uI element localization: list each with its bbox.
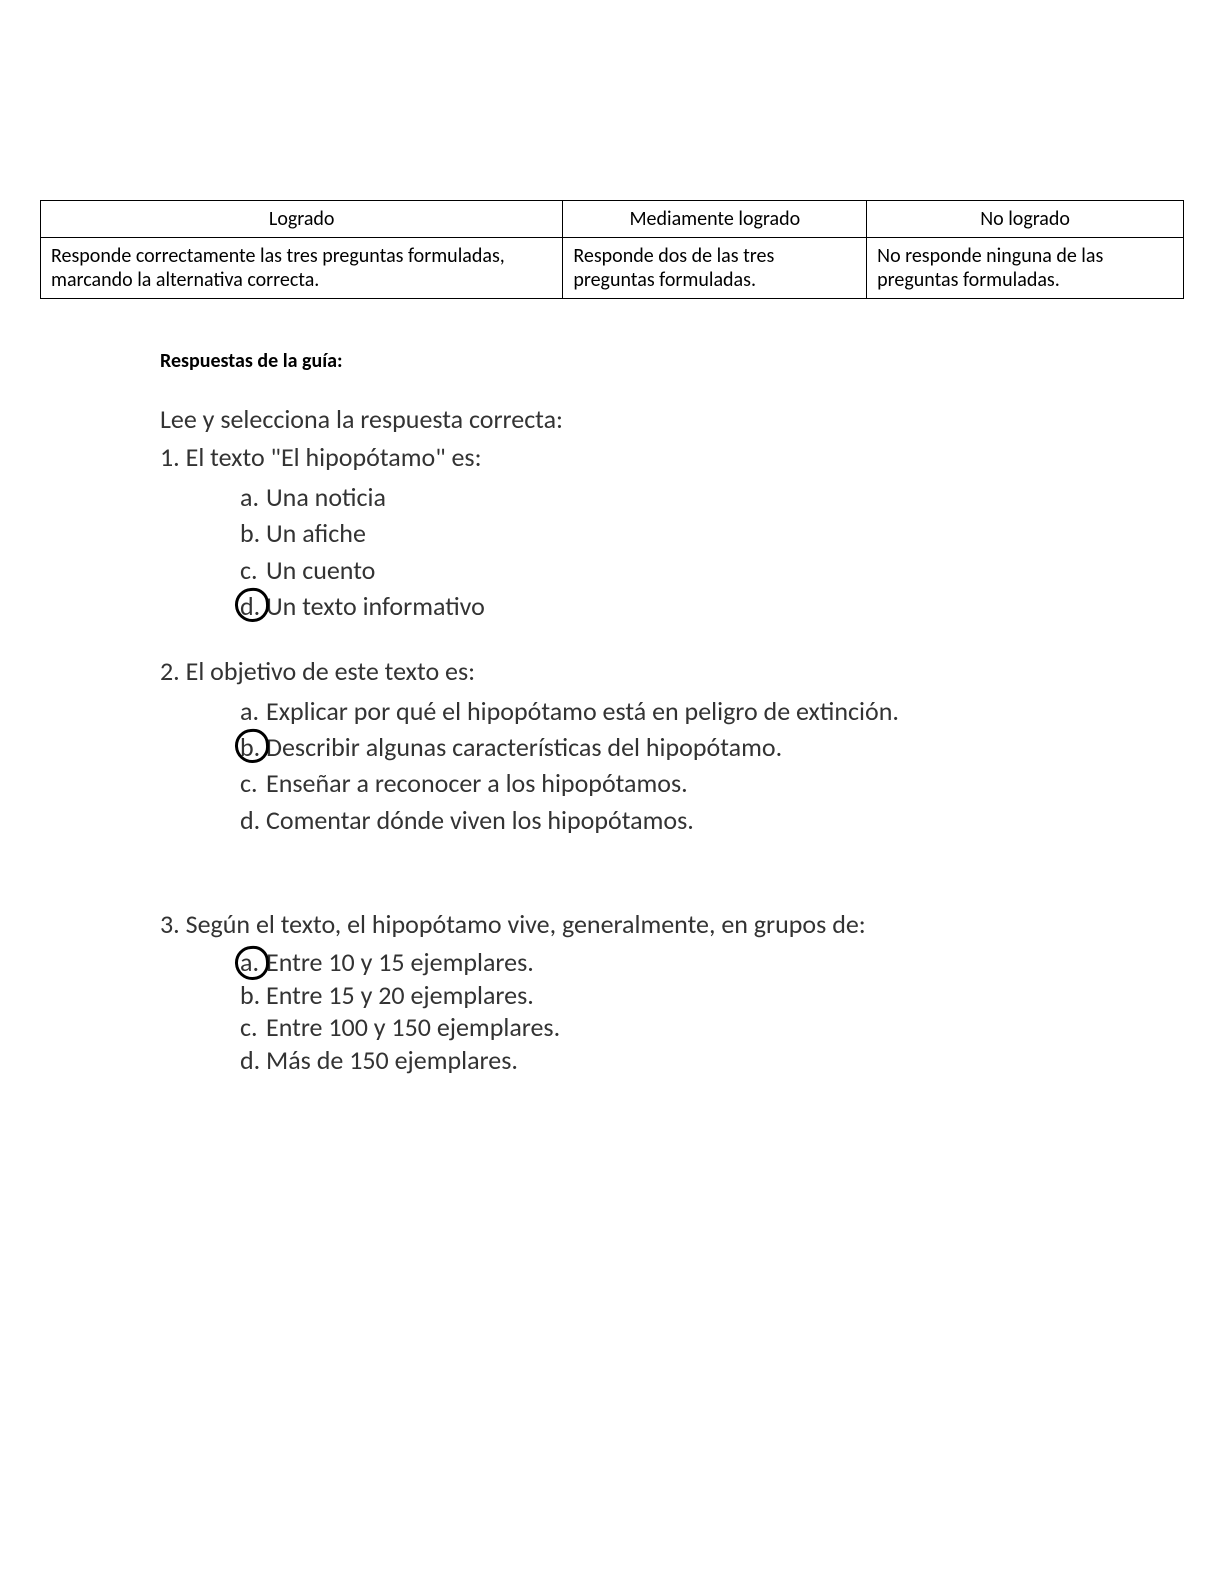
option-3b-text: Entre 15 y 20 ejemplares. bbox=[266, 979, 534, 1011]
option-2b-text: Describir algunas características del hi… bbox=[266, 731, 782, 763]
option-2c-text: Enseñar a reconocer a los hipopótamos. bbox=[266, 767, 688, 799]
question-3-number: 3. bbox=[160, 908, 180, 940]
option-3b: b.Entre 15 y 20 ejemplares. bbox=[240, 979, 1184, 1012]
rubric-cell-2: Responde dos de las tres preguntas formu… bbox=[563, 238, 867, 299]
option-1b-letter: b. bbox=[240, 515, 266, 551]
option-1c: c.Un cuento bbox=[240, 552, 1184, 588]
option-2d-letter: d. bbox=[240, 802, 266, 838]
option-1b-text: Un afiche bbox=[266, 517, 366, 549]
section-title: Respuestas de la guía: bbox=[160, 349, 1184, 373]
option-3a-text: Entre 10 y 15 ejemplares. bbox=[266, 946, 534, 978]
option-3b-letter: b. bbox=[240, 979, 266, 1012]
rubric-body-row: Responde correctamente las tres pregunta… bbox=[41, 238, 1184, 299]
option-2b-letter: b. bbox=[240, 729, 266, 765]
rubric-cell-1: Responde correctamente las tres pregunta… bbox=[41, 238, 563, 299]
option-2d: d.Comentar dónde viven los hipopótamos. bbox=[240, 802, 1184, 838]
option-3c: c.Entre 100 y 150 ejemplares. bbox=[240, 1011, 1184, 1044]
question-3-options: a.Entre 10 y 15 ejemplares. b.Entre 15 y… bbox=[240, 946, 1184, 1076]
rubric-table: Logrado Mediamente logrado No logrado Re… bbox=[40, 200, 1184, 299]
option-3d-text: Más de 150 ejemplares. bbox=[266, 1044, 518, 1076]
question-1-number: 1. bbox=[160, 441, 180, 473]
question-2: 2. El objetivo de este texto es: bbox=[160, 655, 1184, 687]
question-1-text: El texto "El hipopótamo" es: bbox=[186, 441, 482, 473]
option-2d-text: Comentar dónde viven los hipopótamos. bbox=[266, 804, 694, 836]
option-3c-letter: c. bbox=[240, 1011, 266, 1044]
question-2-options: a.Explicar por qué el hipopótamo está en… bbox=[240, 693, 1184, 839]
question-2-number: 2. bbox=[160, 655, 180, 687]
option-1a-text: Una noticia bbox=[266, 481, 386, 513]
option-1c-text: Un cuento bbox=[266, 554, 375, 586]
question-3-text: Según el texto, el hipopótamo vive, gene… bbox=[186, 908, 866, 940]
option-3a-letter: a. bbox=[240, 946, 266, 979]
instruction-text: Lee y selecciona la respuesta correcta: bbox=[160, 403, 1184, 435]
option-3a: a.Entre 10 y 15 ejemplares. bbox=[240, 946, 1184, 979]
option-1a-letter: a. bbox=[240, 479, 266, 515]
option-2a-letter: a. bbox=[240, 693, 266, 729]
option-2c-letter: c. bbox=[240, 765, 266, 801]
option-2a: a.Explicar por qué el hipopótamo está en… bbox=[240, 693, 1184, 729]
question-1-options: a.Una noticia b.Un afiche c.Un cuento d.… bbox=[240, 479, 1184, 625]
option-2c: c.Enseñar a reconocer a los hipopótamos. bbox=[240, 765, 1184, 801]
rubric-header-row: Logrado Mediamente logrado No logrado bbox=[41, 201, 1184, 238]
option-1d-text: Un texto informativo bbox=[266, 590, 485, 622]
content-area: Lee y selecciona la respuesta correcta: … bbox=[160, 403, 1184, 1076]
rubric-header-3: No logrado bbox=[867, 201, 1184, 238]
option-3d-letter: d. bbox=[240, 1044, 266, 1077]
option-3d: d.Más de 150 ejemplares. bbox=[240, 1044, 1184, 1077]
option-2b: b.Describir algunas características del … bbox=[240, 729, 1184, 765]
option-3c-text: Entre 100 y 150 ejemplares. bbox=[266, 1011, 560, 1043]
question-3: 3. Según el texto, el hipopótamo vive, g… bbox=[160, 908, 1184, 940]
question-2-text: El objetivo de este texto es: bbox=[186, 655, 475, 687]
option-1a: a.Una noticia bbox=[240, 479, 1184, 515]
option-1b: b.Un afiche bbox=[240, 515, 1184, 551]
rubric-header-2: Mediamente logrado bbox=[563, 201, 867, 238]
question-1: 1. El texto "El hipopótamo" es: bbox=[160, 441, 1184, 473]
option-1d-letter: d. bbox=[240, 588, 266, 624]
option-1c-letter: c. bbox=[240, 552, 266, 588]
option-2a-text: Explicar por qué el hipopótamo está en p… bbox=[266, 695, 899, 727]
rubric-cell-3: No responde ninguna de las preguntas for… bbox=[867, 238, 1184, 299]
rubric-header-1: Logrado bbox=[41, 201, 563, 238]
option-1d: d.Un texto informativo bbox=[240, 588, 1184, 624]
